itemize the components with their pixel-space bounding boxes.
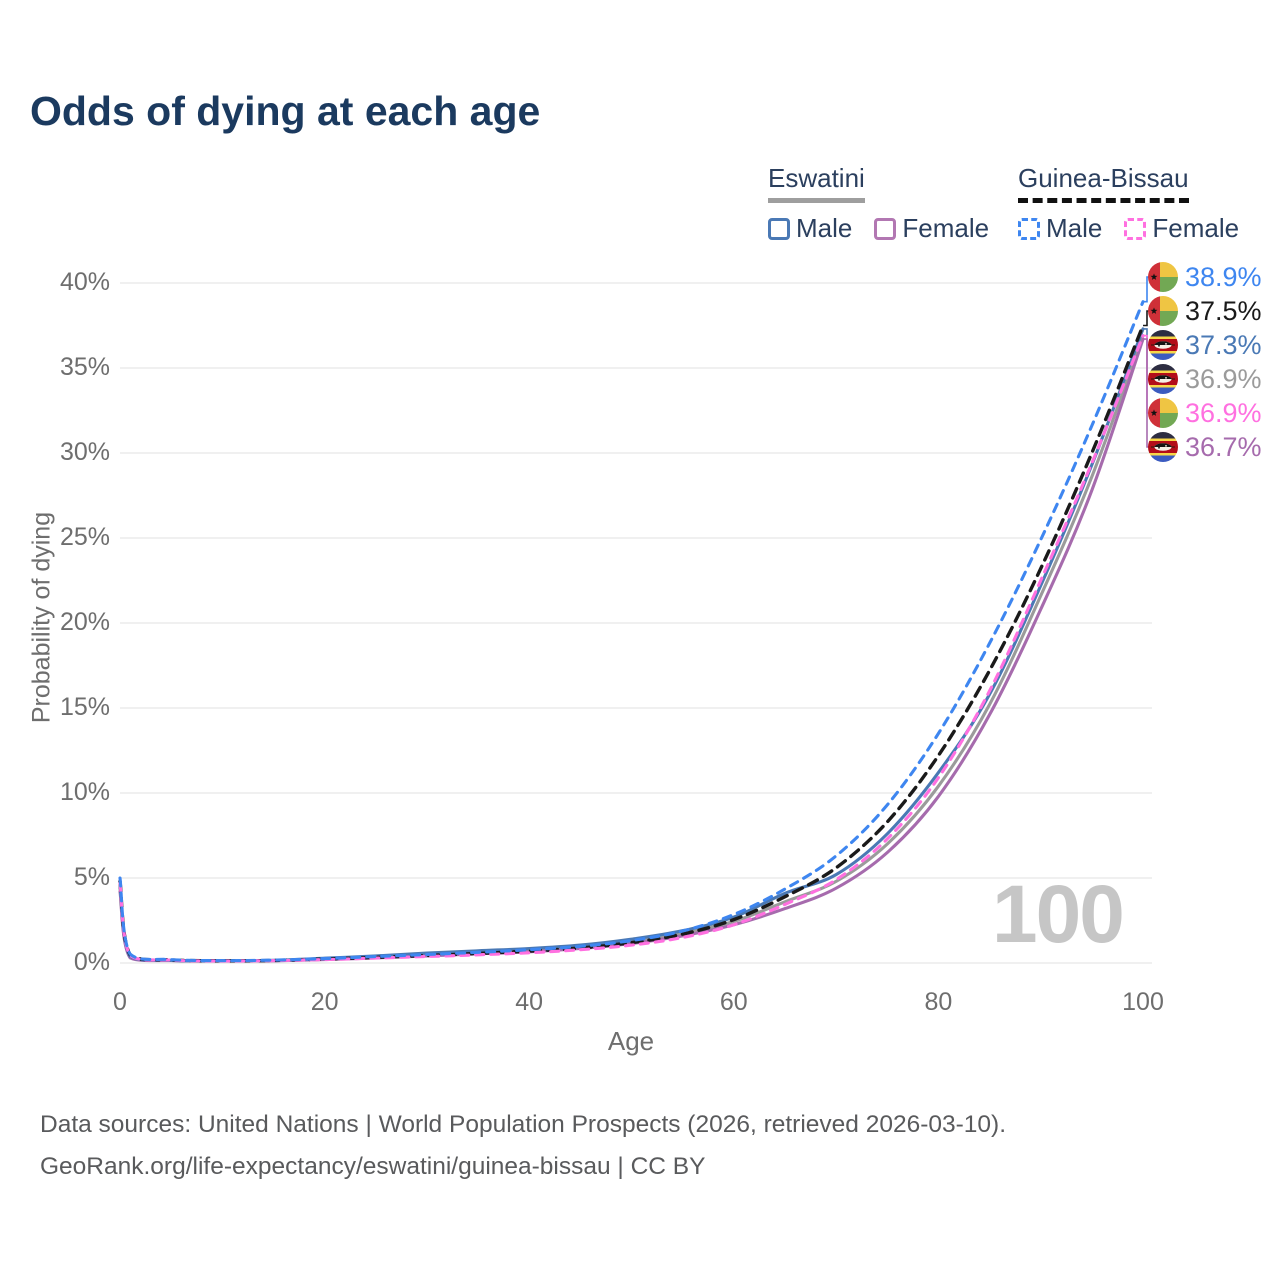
x-tick-60: 60: [719, 988, 748, 1016]
y-tick-5: 5%: [73, 863, 110, 891]
guinea-bissau-male-label: Male: [1046, 213, 1103, 243]
x-tick-40: 40: [515, 988, 544, 1016]
eswatini-male-checkbox[interactable]: [768, 217, 790, 240]
legend-item-guinea-bissau-male[interactable]: Male: [1018, 213, 1102, 244]
eswatini-flag-icon: [1148, 330, 1178, 360]
series-line-sz-both[interactable]: [118, 334, 1145, 963]
end-label-value: 37.3%: [1185, 329, 1262, 360]
legend-item-eswatini-male[interactable]: Male: [768, 213, 852, 244]
series-line-gb-male[interactable]: [118, 300, 1145, 963]
x-axis-title: Age: [607, 1026, 655, 1056]
y-tick-10: 10%: [59, 778, 110, 806]
legend-group-guinea-bissau: Guinea-Bissau Male Female: [1018, 163, 1239, 244]
legend-group-eswatini: Eswatini Male Female: [768, 163, 989, 244]
age-counter-watermark: 100: [992, 869, 1125, 960]
eswatini-male-label: Male: [796, 213, 853, 243]
end-label-row-sz-male: 37.3%: [1148, 328, 1262, 362]
y-tick-20: 20%: [59, 608, 110, 636]
eswatini-flag-icon: [1148, 364, 1178, 394]
guinea-bissau-female-checkbox[interactable]: [1124, 217, 1147, 240]
y-tick-30: 30%: [59, 438, 110, 466]
legend-country-eswatini: Eswatini: [768, 163, 865, 203]
x-tick-100: 100: [1122, 988, 1164, 1016]
footer-data-sources: Data sources: United Nations | World Pop…: [40, 1111, 1007, 1138]
eswatini-female-checkbox[interactable]: [874, 217, 897, 240]
x-tick-80: 80: [924, 988, 953, 1016]
guinea-bissau-flag-icon: [1148, 296, 1178, 326]
end-label-value: 36.9%: [1185, 397, 1262, 428]
end-label-row-sz-female: 36.7%: [1148, 430, 1262, 464]
end-label-row-sz-both: 36.9%: [1148, 362, 1262, 396]
end-label-value: 36.9%: [1185, 363, 1262, 394]
legend-country-guinea-bissau: Guinea-Bissau: [1018, 163, 1189, 203]
legend-item-eswatini-female[interactable]: Female: [874, 213, 989, 244]
y-tick-40: 40%: [59, 268, 110, 296]
footer: Data sources: United Nations | World Pop…: [40, 1104, 1006, 1188]
footer-attribution: GeoRank.org/life-expectancy/eswatini/gui…: [40, 1153, 706, 1180]
x-tick-20: 20: [310, 988, 339, 1016]
guinea-bissau-flag-icon: [1148, 262, 1178, 292]
end-label-value: 38.9%: [1185, 261, 1262, 292]
end-label-value: 37.5%: [1185, 295, 1262, 326]
x-tick-0: 0: [113, 988, 127, 1016]
guinea-bissau-flag-icon: [1148, 398, 1178, 428]
page-title: Odds of dying at each age: [30, 88, 541, 134]
eswatini-flag-icon: [1148, 432, 1178, 462]
y-tick-25: 25%: [59, 523, 110, 551]
eswatini-female-label: Female: [902, 213, 990, 243]
series-line-sz-female[interactable]: [118, 337, 1145, 963]
guinea-bissau-female-label: Female: [1152, 213, 1240, 243]
y-tick-0: 0%: [73, 948, 110, 976]
y-tick-35: 35%: [59, 353, 110, 381]
end-label-row-gb-both: 37.5%: [1148, 294, 1262, 328]
end-label-value: 36.7%: [1185, 431, 1262, 462]
series-line-gb-female[interactable]: [118, 334, 1145, 963]
y-tick-15: 15%: [59, 693, 110, 721]
end-label-row-gb-male: 38.9%: [1148, 260, 1262, 294]
guinea-bissau-male-checkbox[interactable]: [1018, 217, 1040, 240]
legend-item-guinea-bissau-female[interactable]: Female: [1124, 213, 1239, 244]
end-label-row-gb-female: 36.9%: [1148, 396, 1262, 430]
y-axis-title: Probability of dying: [27, 511, 56, 724]
